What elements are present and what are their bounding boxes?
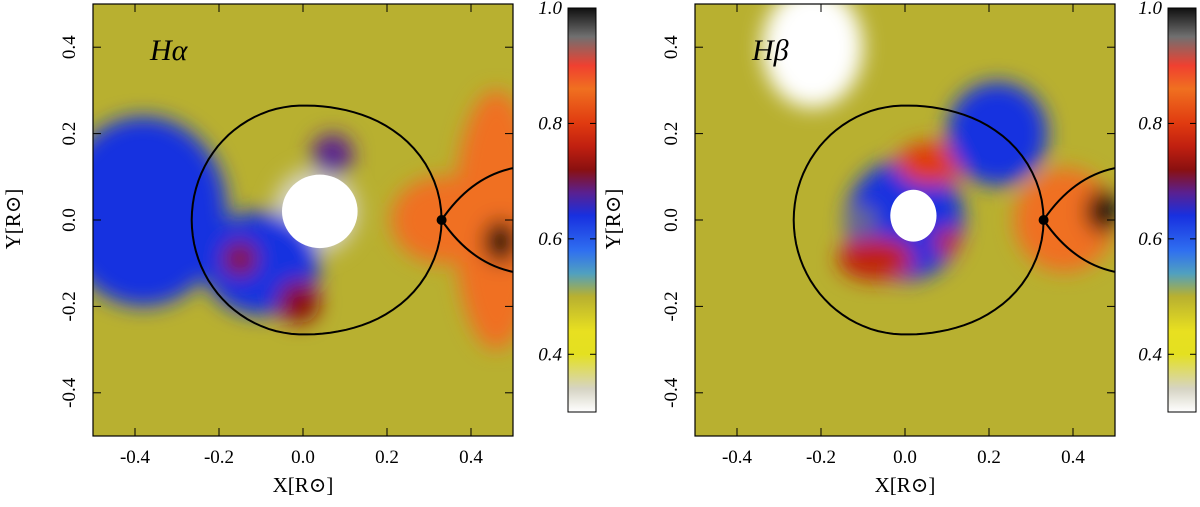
intensity-region-0 <box>762 4 863 108</box>
y-tick-label: 0.2 <box>661 122 682 146</box>
hbeta-y-axis-label: Y[R⊙] <box>601 189 625 250</box>
halpha-y-axis-label: Y[R⊙] <box>1 189 25 250</box>
intensity-region-3 <box>311 133 354 177</box>
halpha-axes: -0.4 -0.2 0.0 0.2 0.4 -0.4 -0.2 0.0 0.2 0.4 <box>59 3 514 468</box>
x-tick-label: 0.4 <box>1061 447 1085 468</box>
intensity-region-7 <box>454 90 513 350</box>
y-tick-label: 0.4 <box>661 35 682 59</box>
x-tick-label: 0.4 <box>459 447 483 468</box>
hbeta-x-axis-label: X[R⊙] <box>875 473 936 497</box>
x-tick-label: -0.4 <box>722 447 753 468</box>
y-tick-label: -0.2 <box>59 291 80 321</box>
companion-lobe-outline <box>440 167 513 273</box>
intensity-region-2 <box>896 142 964 186</box>
intensity-region-5 <box>93 116 228 307</box>
y-tick-label: 0.2 <box>59 122 80 146</box>
colorbar-tick-label: 0.6 <box>1138 229 1162 250</box>
x-tick-label: -0.4 <box>120 447 151 468</box>
x-tick-label: -0.2 <box>204 447 234 468</box>
companion-lobe-outline <box>1042 167 1115 273</box>
hbeta-axes: -0.4 -0.2 0.0 0.2 0.4 -0.4 -0.2 0.0 0.2 0.4 <box>661 3 1116 468</box>
colorbar-tick-label: 0.6 <box>538 229 562 250</box>
roche-lobe-outline <box>792 104 1045 336</box>
colorbar-scale <box>1167 7 1197 413</box>
y-tick-label: -0.4 <box>661 377 682 408</box>
colorbar-tick-label: 0.4 <box>1138 344 1162 365</box>
intensity-region-4 <box>850 207 876 233</box>
l1-point-marker <box>1038 215 1049 225</box>
intensity-region-4 <box>277 280 320 324</box>
halpha-intensity-map <box>93 4 513 436</box>
halpha-x-axis-label: X[R⊙] <box>273 473 334 497</box>
x-tick-label: 0.0 <box>291 447 315 468</box>
halpha-panel: -0.4 -0.2 0.0 0.2 0.4 -0.4 -0.2 0.0 0.2 0.4 Hα X[… <box>1 0 597 497</box>
intensity-region-8 <box>483 220 513 264</box>
y-tick-label: 0.4 <box>59 35 80 59</box>
x-tick-label: -0.2 <box>806 447 836 468</box>
colorbar-tick-label: 1.0 <box>1138 0 1162 19</box>
x-tick-label: 0.0 <box>893 447 917 468</box>
y-tick-label: -0.2 <box>661 291 682 321</box>
hbeta-intensity-map <box>695 4 1115 436</box>
saturated-core <box>890 189 937 242</box>
saturated-core <box>282 174 358 249</box>
y-tick-label: -0.4 <box>59 377 80 408</box>
intensity-region-5 <box>934 228 960 255</box>
y-tick-label: 0.0 <box>59 208 80 232</box>
hbeta-panel: -0.4 -0.2 0.0 0.2 0.4 -0.4 -0.2 0.0 0.2 0.4 Hβ X[… <box>601 0 1197 497</box>
intensity-region-8 <box>947 81 1048 186</box>
colorbar-tick-label: 1.0 <box>538 0 562 19</box>
halpha-panel-label: Hα <box>149 34 189 67</box>
x-tick-label: 0.2 <box>375 447 399 468</box>
intensity-region-3 <box>837 237 914 281</box>
colorbar-tick-label: 0.4 <box>538 344 562 365</box>
colorbar-tick-label: 0.8 <box>538 113 562 134</box>
intensity-region-2 <box>223 241 257 277</box>
hbeta-colorbar: 1.0 0.8 0.6 0.4 <box>1138 0 1197 413</box>
y-tick-label: 0.0 <box>661 208 682 232</box>
intensity-region-7 <box>1085 189 1115 233</box>
halpha-colorbar: 1.0 0.8 0.6 0.4 <box>538 0 597 413</box>
roche-lobe-outline <box>190 104 443 336</box>
l1-point-marker <box>436 215 447 225</box>
x-tick-label: 0.2 <box>977 447 1001 468</box>
hbeta-panel-label: Hβ <box>751 34 789 67</box>
colorbar-scale <box>567 7 597 413</box>
colorbar-tick-label: 0.8 <box>1138 113 1162 134</box>
